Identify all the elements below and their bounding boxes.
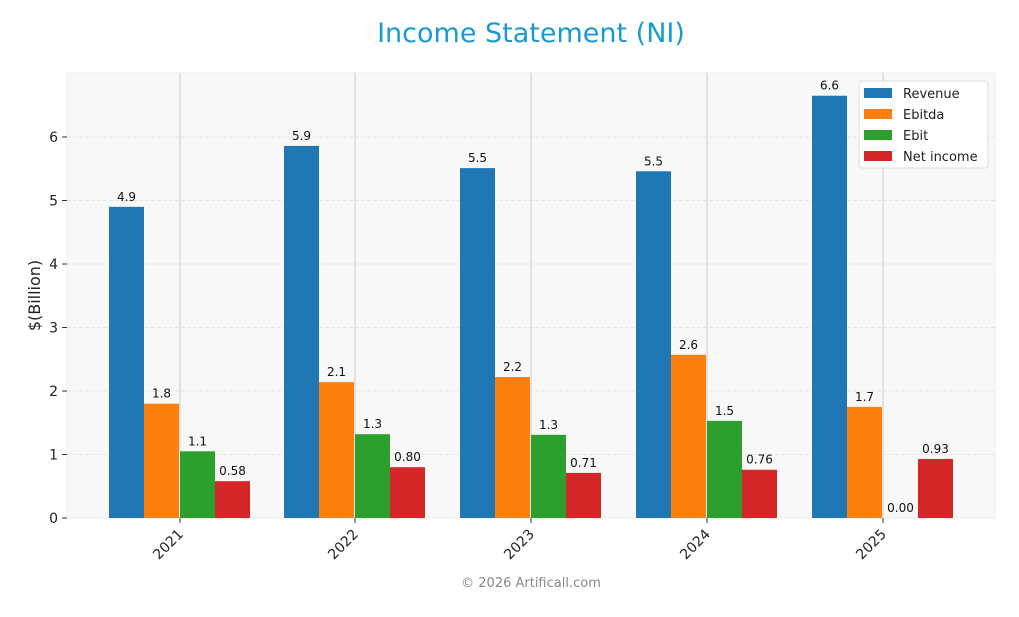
bar-value-label: 4.9 [117,190,136,204]
bar-net-income-2025 [918,458,953,518]
legend-label: Ebit [903,129,928,144]
y-tick-label: 3 [49,321,58,337]
bar-net-income-2022 [390,467,425,518]
bar-value-label: 1.7 [855,390,874,404]
bar-revenue-2022 [284,145,319,518]
x-tick-label: 2023 [501,527,538,564]
bar-value-label: 6.6 [820,79,839,93]
bar-value-label: 1.5 [715,404,734,418]
bar-value-label: 5.9 [292,129,311,143]
bar-ebit-2021 [180,451,215,518]
bar-value-label: 2.2 [503,360,522,374]
bar-value-label: 2.1 [327,365,346,379]
bar-ebitda-2021 [144,403,179,518]
bar-revenue-2021 [109,206,144,518]
legend-swatch-ebit [864,130,892,140]
bar-value-label: 1.1 [188,434,207,448]
y-axis-label: $(Billion) [25,260,44,331]
copyright-footer: © 2026 Artificall.com [461,576,601,591]
legend-label: Net income [903,150,978,165]
y-tick-label: 1 [49,448,58,464]
x-tick-label: 2025 [853,527,890,564]
bar-revenue-2025 [812,95,847,518]
bar-value-label: 0.80 [394,450,421,464]
bar-value-label: 0.58 [219,464,246,478]
bar-ebitda-2024 [671,354,706,518]
legend: Revenue Ebitda Ebit Net income [858,80,989,169]
bar-revenue-2024 [636,171,671,519]
bar-value-label: 0.76 [746,453,773,467]
y-tick-label: 4 [49,257,58,273]
bar-value-label: 5.5 [468,151,487,165]
y-tick-label: 2 [49,384,58,400]
bar-ebitda-2023 [495,377,530,518]
bar-ebit-2024 [707,420,742,518]
y-axis: 0 1 2 3 4 5 6 $(Billion) [25,130,67,527]
x-tick-label: 2021 [150,527,187,564]
y-tick-label: 5 [49,194,58,210]
legend-swatch-ebitda [864,109,892,119]
bar-value-labels: 4.9 5.9 5.5 5.5 6.6 1.8 2.1 2.2 2.6 1.7 1.1 1.3 1.3 1… [117,79,949,515]
bar-value-label: 0.71 [570,456,597,470]
x-tick-label: 2022 [325,527,362,564]
bar-value-label: 1.3 [539,418,558,432]
bar-ebit-2023 [531,434,566,518]
bar-value-label: 1.8 [152,387,171,401]
bar-value-label: 1.3 [363,417,382,431]
legend-label: Revenue [903,87,960,102]
bar-revenue-2023 [460,168,495,519]
legend-swatch-revenue [864,88,892,98]
bar-net-income-2023 [566,472,601,518]
legend-swatch-net-income [864,151,892,161]
bar-net-income-2021 [215,481,250,518]
bar-net-income-2024 [742,469,777,518]
y-tick-label: 0 [49,511,58,527]
y-tick-label: 6 [49,130,58,146]
bar-value-label: 0.00 [887,501,914,515]
bar-ebitda-2025 [847,406,882,518]
bar-value-label: 5.5 [644,154,663,168]
bars [109,95,953,519]
chart-title: Income Statement (NI) [377,18,685,49]
bar-ebitda-2022 [319,382,354,518]
x-tick-label: 2024 [677,526,714,563]
legend-label: Ebitda [903,108,944,123]
bar-value-label: 2.6 [679,338,698,352]
bar-value-label: 0.93 [922,442,949,456]
bar-ebit-2022 [355,434,390,518]
x-axis: 2021 2022 2023 2024 2025 [150,518,890,563]
